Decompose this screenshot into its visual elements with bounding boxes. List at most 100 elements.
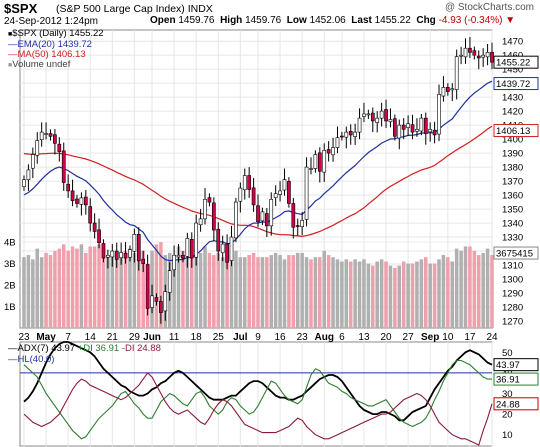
candle-body [300,219,304,228]
x-tick-label: 6 [339,332,345,343]
volume-bar [123,250,128,328]
volume-bar [472,250,477,328]
quote-date: 24-Sep-2012 1:24pm [4,16,98,27]
volume-bar [31,259,35,328]
volume-bar [335,259,340,328]
volume-bar [238,257,243,328]
x-tick-label: 27 [403,332,415,343]
adx-tick-label: 50 [502,348,513,359]
candle-body [203,198,207,220]
volume-bar [159,242,163,328]
x-tick-label: Jul [233,332,248,343]
volume-bar [265,257,269,328]
legend-ma: —MA(50) 1406.13 [8,49,86,60]
x-tick-label: 23 [297,332,309,343]
candle-body [353,131,357,137]
minus-di-line [23,372,493,446]
volume-bar [353,259,357,328]
volume-bar [79,244,84,328]
legend-main: ■$SPX (Daily) 1455.22 [8,28,104,39]
candle-body [159,301,163,313]
volume-bar [287,255,291,328]
volume-bar [459,250,463,328]
price-tick-label: 1300 [502,275,523,286]
candle-body [340,135,344,138]
candle-body [66,183,70,192]
volume-bar [278,255,282,328]
volume-bar [61,244,66,328]
volume-bar [207,252,212,328]
candle-body [198,218,203,226]
candle-body [57,143,62,153]
volume-bar [194,248,198,328]
candle-body [114,250,119,260]
volume-bar [75,248,79,328]
volume-bar [97,244,101,328]
candle-body [167,270,172,293]
last-price-label: 1455.22 [496,58,530,69]
candle-body [481,54,486,58]
volume-bar [300,252,304,328]
volume-bar [154,244,159,328]
candle-body [397,124,402,139]
volume-bar [490,255,494,328]
candle-body [454,56,459,90]
candle-body [128,249,132,258]
candle-body [132,233,137,252]
legend-adx: —ADX(7) 43.97 +DI 36.91 -DI 24.88 [8,343,161,354]
x-tick-label: 14 [85,332,97,343]
candle-body [220,243,225,254]
candle-body [141,258,146,264]
candle-body [70,190,75,201]
adx-tick-label: 30 [502,389,513,400]
candle-body [35,140,40,156]
legend-ema: —EMA(20) 1439.72 [8,39,92,50]
candle-body [472,50,477,56]
x-tick-label: 17 [464,332,476,343]
candle-body [322,150,327,173]
volume-bar [348,261,353,328]
candle-body [44,133,48,135]
volume-bar [415,261,419,328]
volume-bar [313,257,318,328]
legend-volume: ■Volume undef [8,59,71,70]
candle-body [207,197,212,203]
candle-body [269,198,274,227]
volume-bar [326,255,331,328]
volume-bar [203,246,207,328]
price-tick-label: 1420 [502,107,523,118]
volume-bar [220,257,225,328]
volume-bar [176,246,181,328]
volume-bar [225,255,229,328]
volume-bar [406,263,410,328]
adx-value-label: 43.97 [496,360,520,371]
legend-hl: —HL(40.0) [8,354,55,365]
volume-bar [172,257,176,328]
volume-bar [375,261,379,328]
volume-bar [309,259,313,328]
volume-bar [366,263,371,328]
volume-bar [379,259,384,328]
candle-body [432,129,437,136]
candle-body [423,117,428,134]
volume-bar [340,261,344,328]
volume-bar [110,252,115,328]
ma-value-label: 1406.13 [496,126,530,137]
candle-body [172,254,176,271]
volume-bar [331,257,335,328]
x-tick-label: 18 [191,332,203,343]
price-tick-label: 1270 [502,317,523,328]
price-tick-label: 1330 [502,233,523,244]
volume-bar [128,248,132,328]
candle-body [145,264,150,309]
volume-bar [463,246,468,328]
low-label: Low [286,15,307,26]
candle-body [79,197,84,205]
volume-bar [295,252,300,328]
candle-body [216,228,221,252]
volume-bar [344,259,349,328]
volume-bar [119,255,123,328]
volume-bar [476,255,481,328]
candle-body [335,137,340,148]
volume-bar [273,252,278,328]
